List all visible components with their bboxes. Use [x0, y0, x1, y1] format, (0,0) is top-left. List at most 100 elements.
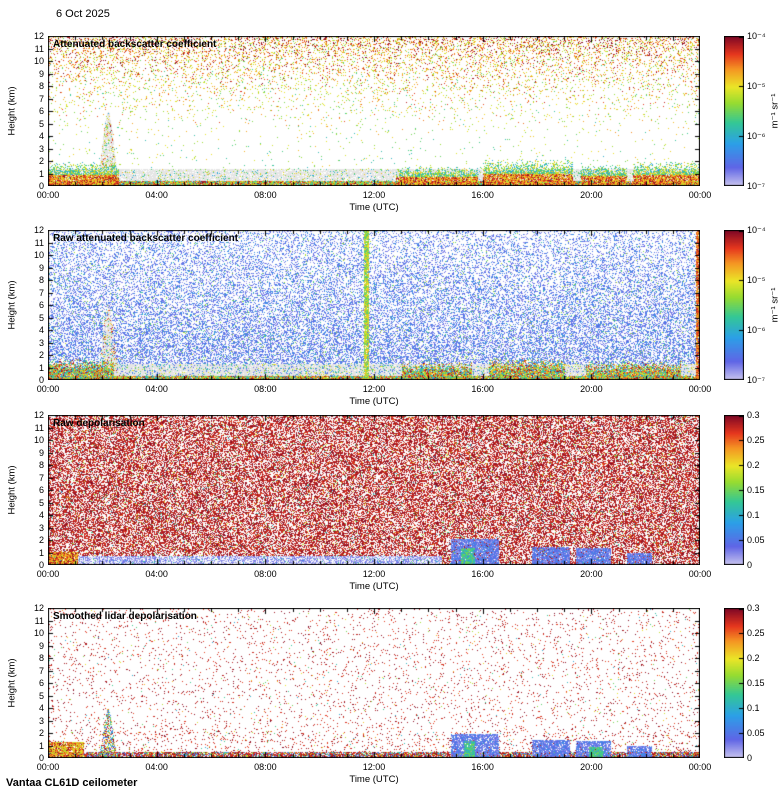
x-tick-label: 00:00	[36, 190, 60, 200]
y-tick-label: 1	[38, 168, 44, 179]
x-tick-label: 04:00	[145, 762, 168, 772]
heatmap-canvas	[48, 608, 700, 758]
heatmap-canvas	[48, 415, 700, 565]
x-tick-label: 16:00	[471, 569, 494, 579]
x-tick-label: 00:00	[688, 569, 712, 579]
colorbar-tick-label: 10⁻⁷	[747, 375, 766, 385]
panel-title: Smoothed lidar depolarisation	[53, 611, 197, 622]
date-label: 6 Oct 2025	[56, 8, 110, 20]
y-tick-label: 11	[34, 43, 44, 54]
colorbar-tick-label: 0.1	[747, 703, 760, 713]
y-tick-label: 3	[38, 337, 44, 348]
colorbar-tick-label: 10⁻⁵	[747, 81, 766, 91]
colorbar	[724, 415, 744, 565]
x-tick-label: 16:00	[471, 384, 494, 394]
y-tick-label: 7	[38, 287, 44, 298]
y-tick-label: 5	[38, 690, 44, 701]
colorbar-tick-label: 0.15	[747, 485, 765, 495]
x-tick-label: 12:00	[362, 384, 386, 394]
x-axis-label: Time (UTC)	[349, 396, 399, 407]
colorbar-tick-label: 0.15	[747, 678, 765, 688]
colorbar-tick-label: 10⁻⁶	[747, 325, 766, 335]
y-tick-label: 9	[38, 640, 44, 651]
colorbar-tick-label: 0.1	[747, 510, 760, 520]
x-axis-label: Time (UTC)	[349, 774, 399, 785]
x-tick-label: 20:00	[580, 569, 603, 579]
y-tick-label: 8	[38, 653, 44, 663]
y-axis-label: Height (km)	[6, 465, 18, 515]
y-tick-label: 9	[38, 68, 44, 79]
colorbar-tick-label: 10⁻⁵	[747, 275, 766, 285]
x-tick-label: 16:00	[471, 190, 494, 200]
x-tick-label: 08:00	[254, 190, 277, 200]
y-tick-label: 2	[38, 156, 44, 166]
y-tick-label: 5	[38, 497, 44, 508]
x-tick-label: 20:00	[580, 190, 603, 200]
colorbar-tick-label: 0	[747, 560, 753, 570]
y-tick-label: 6	[38, 678, 44, 688]
y-tick-label: 7	[38, 665, 44, 676]
heatmap-canvas	[48, 36, 700, 186]
y-tick-label: 6	[38, 485, 44, 495]
colorbar-tick-label: 0.05	[747, 535, 765, 545]
y-tick-label: 3	[38, 522, 44, 533]
x-tick-label: 08:00	[254, 569, 277, 579]
y-tick-label: 12	[33, 31, 44, 41]
colorbar-tick-label: 0.3	[747, 410, 760, 420]
y-tick-label: 2	[38, 535, 44, 545]
y-axis-label: Height (km)	[6, 280, 18, 330]
x-tick-label: 00:00	[688, 384, 712, 394]
colorbar-tick-label: 10⁻⁷	[747, 181, 766, 191]
x-axis-label: Time (UTC)	[349, 581, 399, 592]
y-tick-label: 7	[38, 472, 44, 483]
x-axis-label: Time (UTC)	[349, 202, 399, 213]
y-tick-label: 5	[38, 118, 44, 129]
y-tick-label: 2	[38, 728, 44, 738]
y-tick-label: 11	[34, 615, 44, 626]
colorbar-unit-label: m⁻¹ sr⁻¹	[769, 93, 780, 129]
x-tick-label: 12:00	[362, 190, 386, 200]
y-tick-label: 11	[34, 237, 44, 248]
y-tick-label: 10	[33, 435, 44, 445]
y-tick-label: 12	[33, 225, 44, 235]
y-tick-label: 1	[38, 547, 44, 558]
colorbar-tick-label: 0	[747, 753, 753, 763]
y-tick-label: 9	[38, 262, 44, 273]
x-tick-label: 20:00	[580, 384, 603, 394]
y-tick-label: 0	[38, 753, 44, 763]
colorbar-tick-label: 0.2	[747, 460, 760, 470]
y-tick-label: 6	[38, 300, 44, 310]
y-tick-label: 10	[33, 56, 44, 66]
y-tick-label: 4	[38, 325, 44, 335]
instrument-label: Vantaa CL61D ceilometer	[6, 777, 138, 789]
y-tick-label: 3	[38, 143, 44, 154]
colorbar-unit-label: m⁻¹ sr⁻¹	[769, 287, 780, 323]
x-tick-label: 08:00	[254, 762, 277, 772]
y-tick-label: 8	[38, 460, 44, 470]
colorbar-tick-label: 0.2	[747, 653, 760, 663]
y-tick-label: 2	[38, 350, 44, 360]
y-tick-label: 10	[33, 250, 44, 260]
colorbar-tick-label: 0.3	[747, 603, 760, 613]
colorbar-tick-label: 10⁻⁴	[747, 225, 766, 235]
y-tick-label: 1	[38, 740, 44, 751]
colorbar-tick-label: 0.25	[747, 435, 765, 445]
y-tick-label: 1	[38, 362, 44, 373]
y-tick-label: 6	[38, 106, 44, 116]
x-tick-label: 00:00	[36, 384, 60, 394]
y-tick-label: 4	[38, 131, 44, 141]
heatmap-canvas	[48, 230, 700, 380]
y-tick-label: 4	[38, 510, 44, 520]
y-tick-label: 8	[38, 81, 44, 91]
x-tick-label: 08:00	[254, 384, 277, 394]
x-tick-label: 00:00	[36, 762, 60, 772]
panel-title: Raw depolarisation	[53, 418, 145, 429]
colorbar-tick-label: 10⁻⁴	[747, 31, 766, 41]
y-tick-label: 8	[38, 275, 44, 285]
y-tick-label: 9	[38, 447, 44, 458]
x-tick-label: 00:00	[688, 190, 712, 200]
x-tick-label: 20:00	[580, 762, 603, 772]
y-axis-label: Height (km)	[6, 86, 18, 136]
y-tick-label: 7	[38, 93, 44, 104]
